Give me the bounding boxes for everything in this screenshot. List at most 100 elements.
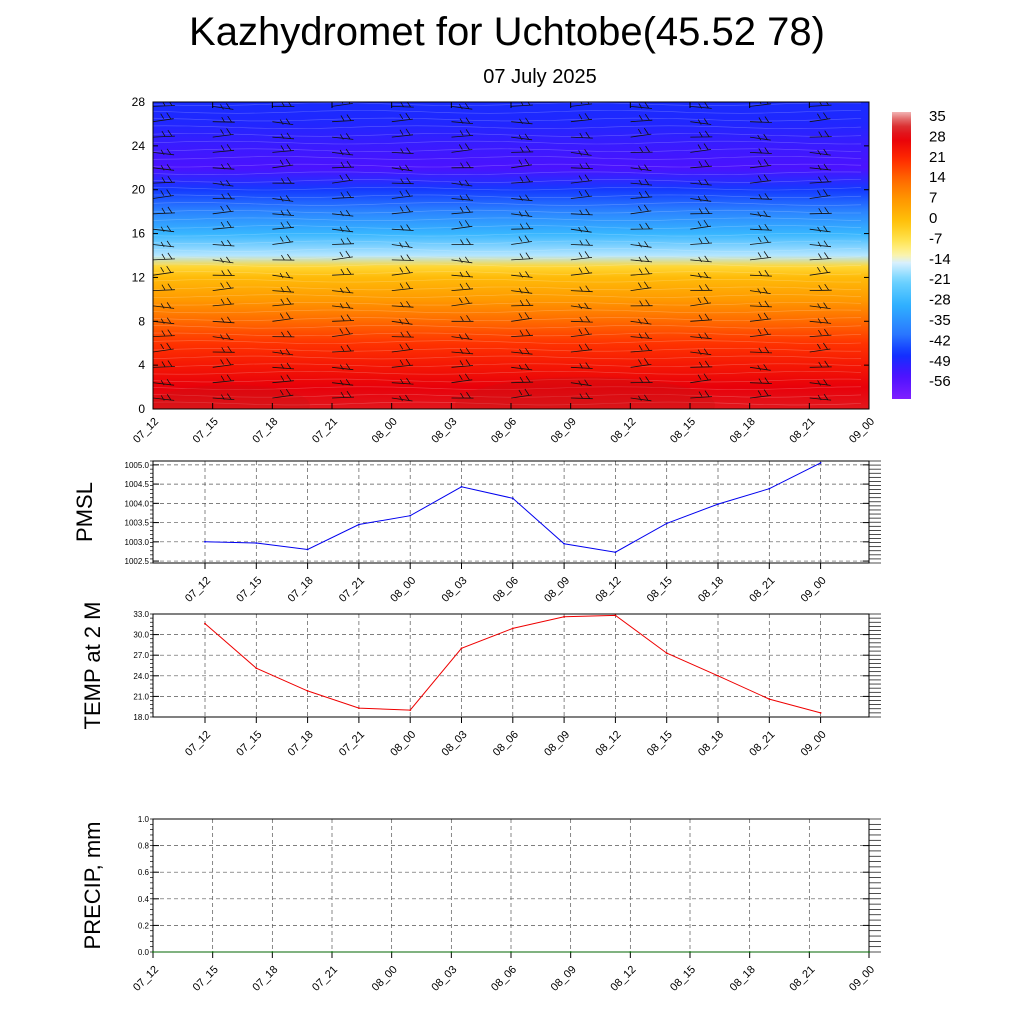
wind-barb <box>570 131 593 139</box>
wind-barb <box>869 222 891 230</box>
data-point <box>717 674 719 677</box>
wind-barb <box>212 281 234 291</box>
y-axis-title: PMSL <box>72 482 97 542</box>
colorbar-strip <box>892 112 911 399</box>
wind-barb <box>869 317 891 323</box>
wind-barb <box>630 178 653 186</box>
xtick-label: 08_12 <box>593 729 623 759</box>
xtick-label: 07_18 <box>250 964 280 994</box>
contour-line <box>153 102 862 106</box>
data-point <box>629 951 632 953</box>
xtick-label: 09_00 <box>847 416 877 446</box>
contour-line <box>153 294 862 298</box>
wind-barb <box>332 173 353 184</box>
wind-barb <box>809 240 832 248</box>
data-point <box>819 462 822 464</box>
wind-barb <box>630 241 652 248</box>
colorbar-label: 0 <box>929 210 937 227</box>
wind-barb <box>451 256 473 264</box>
xtick-label: 09_00 <box>799 729 829 759</box>
data-point <box>255 667 258 670</box>
wind-barb <box>391 394 413 402</box>
data-point <box>271 951 274 953</box>
wind-barb <box>153 112 174 123</box>
xtick-label: 08_09 <box>549 416 579 446</box>
contour-line <box>153 117 862 122</box>
wind-barb <box>332 327 353 337</box>
wind-barb <box>153 360 175 368</box>
wind-barb <box>511 252 533 261</box>
wind-barb <box>272 348 294 356</box>
contour-line <box>153 248 862 252</box>
wind-barb <box>570 149 592 156</box>
data-point <box>819 712 822 714</box>
wind-barb <box>511 375 534 384</box>
wind-barb <box>212 316 235 324</box>
wind-barb <box>630 344 653 353</box>
wind-barb <box>332 250 353 261</box>
xtick-label: 07_18 <box>250 416 280 446</box>
contour-line <box>153 186 862 191</box>
contour-line <box>153 301 862 306</box>
ytick-label: 0.0 <box>138 948 150 957</box>
wind-barb <box>630 164 652 171</box>
wind-barb <box>749 312 772 322</box>
data-point <box>563 542 565 545</box>
wind-barb <box>153 206 175 215</box>
wind-barb <box>869 394 891 400</box>
wind-barb <box>153 148 175 156</box>
xtick-label: 08_06 <box>489 964 519 994</box>
contour-line <box>153 325 862 329</box>
wind-barb <box>570 379 592 387</box>
wind-barb <box>630 255 653 263</box>
wind-barb <box>212 256 234 264</box>
wind-barb <box>332 209 354 217</box>
wind-barb <box>630 190 653 199</box>
wind-barb <box>272 312 294 322</box>
ytick-label: 0.4 <box>138 895 150 904</box>
wind-barb <box>809 342 831 353</box>
contour-line <box>153 371 862 375</box>
wind-barb <box>749 193 772 200</box>
xtick-label: 08_18 <box>696 575 726 605</box>
ytick-label: 33.0 <box>133 610 149 619</box>
ytick-label: 4 <box>138 358 145 372</box>
wind-barb <box>391 112 413 123</box>
pmsl-panel: 1002.5 1003.0 1003.5 1004.0 1004.5 1005.0 07_1… <box>72 460 881 605</box>
wind-barb <box>272 362 295 370</box>
wind-barb <box>809 163 832 171</box>
data-point <box>563 615 565 618</box>
xtick-label: 08_21 <box>787 416 817 446</box>
wind-barb <box>690 390 713 399</box>
wind-barb <box>869 282 890 291</box>
wind-barb <box>809 317 832 324</box>
wind-barb <box>869 346 891 352</box>
data-point <box>569 951 572 953</box>
xtick-label: 08_00 <box>370 416 400 446</box>
xtick-label: 08_00 <box>388 575 418 605</box>
xtick-label: 08_12 <box>593 575 623 605</box>
wind-barb <box>690 143 712 153</box>
contour-line <box>153 317 862 321</box>
wind-barb <box>332 114 354 123</box>
data-point <box>665 522 668 525</box>
precip-panel: 0.0 0.2 0.4 0.6 0.8 1.0 07_12 07_15 07_18 07_21 08… <box>80 815 881 994</box>
colorbar-label: 14 <box>929 169 946 186</box>
xtick-label: 08_12 <box>608 964 638 994</box>
xtick-label: 07_15 <box>234 575 264 605</box>
xtick-label: 08_09 <box>549 964 579 994</box>
xtick-label: 08_09 <box>542 575 572 605</box>
xtick-label: 08_18 <box>728 964 758 994</box>
data-point <box>511 627 514 630</box>
xtick-label: 08_03 <box>429 964 459 994</box>
xtick-label: 07_21 <box>310 964 340 994</box>
wind-barb <box>690 236 713 245</box>
colorbar-label: -49 <box>929 353 951 370</box>
wind-barb <box>690 373 712 384</box>
wind-barb <box>630 299 653 307</box>
wind-barb <box>809 328 832 337</box>
wind-barb <box>212 333 234 340</box>
wind-barb <box>630 358 652 368</box>
wind-barb <box>272 132 295 140</box>
wind-barb <box>570 113 593 123</box>
